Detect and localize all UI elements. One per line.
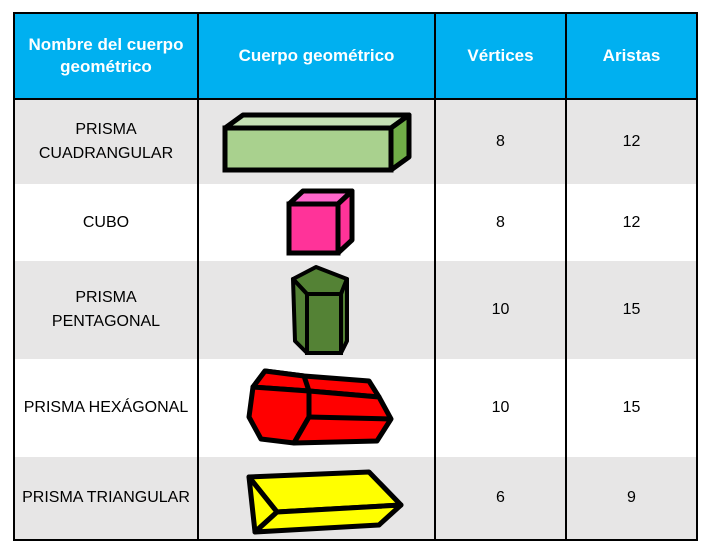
row-name: CUBO — [82, 213, 130, 231]
row-shape-cell — [199, 184, 434, 261]
vertices-value: 8 — [496, 133, 505, 150]
header-edges: Aristas — [567, 14, 696, 98]
rectangular-prism-icon — [222, 112, 412, 173]
header-name-label: Nombre del cuerpo geométrico — [28, 35, 184, 76]
table-row: PRISMA CUADRANGULAR 8 12 — [15, 100, 696, 184]
edges-value: 9 — [627, 489, 636, 506]
header-edges-label: Aristas — [602, 46, 661, 65]
vertices-value: 10 — [491, 301, 510, 318]
row-vertices: 8 — [436, 184, 565, 261]
column-divider — [434, 14, 436, 539]
cube-icon — [286, 188, 355, 256]
header-body-label: Cuerpo geométrico — [238, 46, 395, 65]
edges-value: 15 — [622, 301, 641, 318]
vertices-value: 6 — [496, 489, 505, 506]
row-shape-cell — [199, 261, 434, 359]
row-vertices: 10 — [436, 261, 565, 359]
vertices-value: 8 — [496, 213, 505, 231]
table-header-row: Nombre del cuerpo geométrico Cuerpo geom… — [15, 14, 696, 98]
column-divider — [197, 14, 199, 539]
row-name-cell: PRISMA TRIANGULAR — [15, 457, 197, 539]
header-name: Nombre del cuerpo geométrico — [15, 14, 197, 98]
row-name-cell: PRISMA PENTAGONAL — [15, 261, 197, 359]
edges-value: 12 — [622, 213, 641, 231]
row-name: PRISMA CUADRANGULAR — [38, 121, 174, 162]
row-edges: 12 — [567, 184, 696, 261]
row-name-cell: CUBO — [15, 184, 197, 261]
hexagonal-prism-icon — [246, 368, 394, 446]
row-edges: 12 — [567, 100, 696, 184]
pentagonal-prism-icon — [291, 265, 349, 355]
vertices-value: 10 — [491, 399, 510, 416]
row-vertices: 8 — [436, 100, 565, 184]
geometric-bodies-table: Nombre del cuerpo geométrico Cuerpo geom… — [13, 12, 698, 541]
row-edges: 15 — [567, 359, 696, 457]
row-vertices: 10 — [436, 359, 565, 457]
row-name-cell: PRISMA CUADRANGULAR — [15, 100, 197, 184]
row-edges: 9 — [567, 457, 696, 539]
header-divider — [15, 98, 696, 100]
row-shape-cell — [199, 359, 434, 457]
row-shape-cell — [199, 457, 434, 539]
header-vertices-label: Vértices — [467, 46, 534, 65]
table-row: PRISMA PENTAGONAL 10 15 — [15, 261, 696, 359]
row-name: PRISMA TRIANGULAR — [22, 489, 190, 506]
row-edges: 15 — [567, 261, 696, 359]
triangular-prism-icon — [246, 469, 404, 535]
row-name: PRISMA HEXÁGONAL — [23, 399, 189, 416]
header-vertices: Vértices — [436, 14, 565, 98]
row-shape-cell — [199, 100, 434, 184]
row-name-cell: PRISMA HEXÁGONAL — [15, 359, 197, 457]
row-name: PRISMA PENTAGONAL — [51, 289, 161, 330]
table-row: CUBO 8 12 — [15, 184, 696, 261]
row-vertices: 6 — [436, 457, 565, 539]
table-row: PRISMA HEXÁGONAL 10 15 — [15, 359, 696, 457]
edges-value: 12 — [622, 133, 641, 150]
table-row: PRISMA TRIANGULAR 6 9 — [15, 457, 696, 539]
column-divider — [565, 14, 567, 539]
edges-value: 15 — [622, 399, 641, 416]
header-body: Cuerpo geométrico — [199, 14, 434, 98]
